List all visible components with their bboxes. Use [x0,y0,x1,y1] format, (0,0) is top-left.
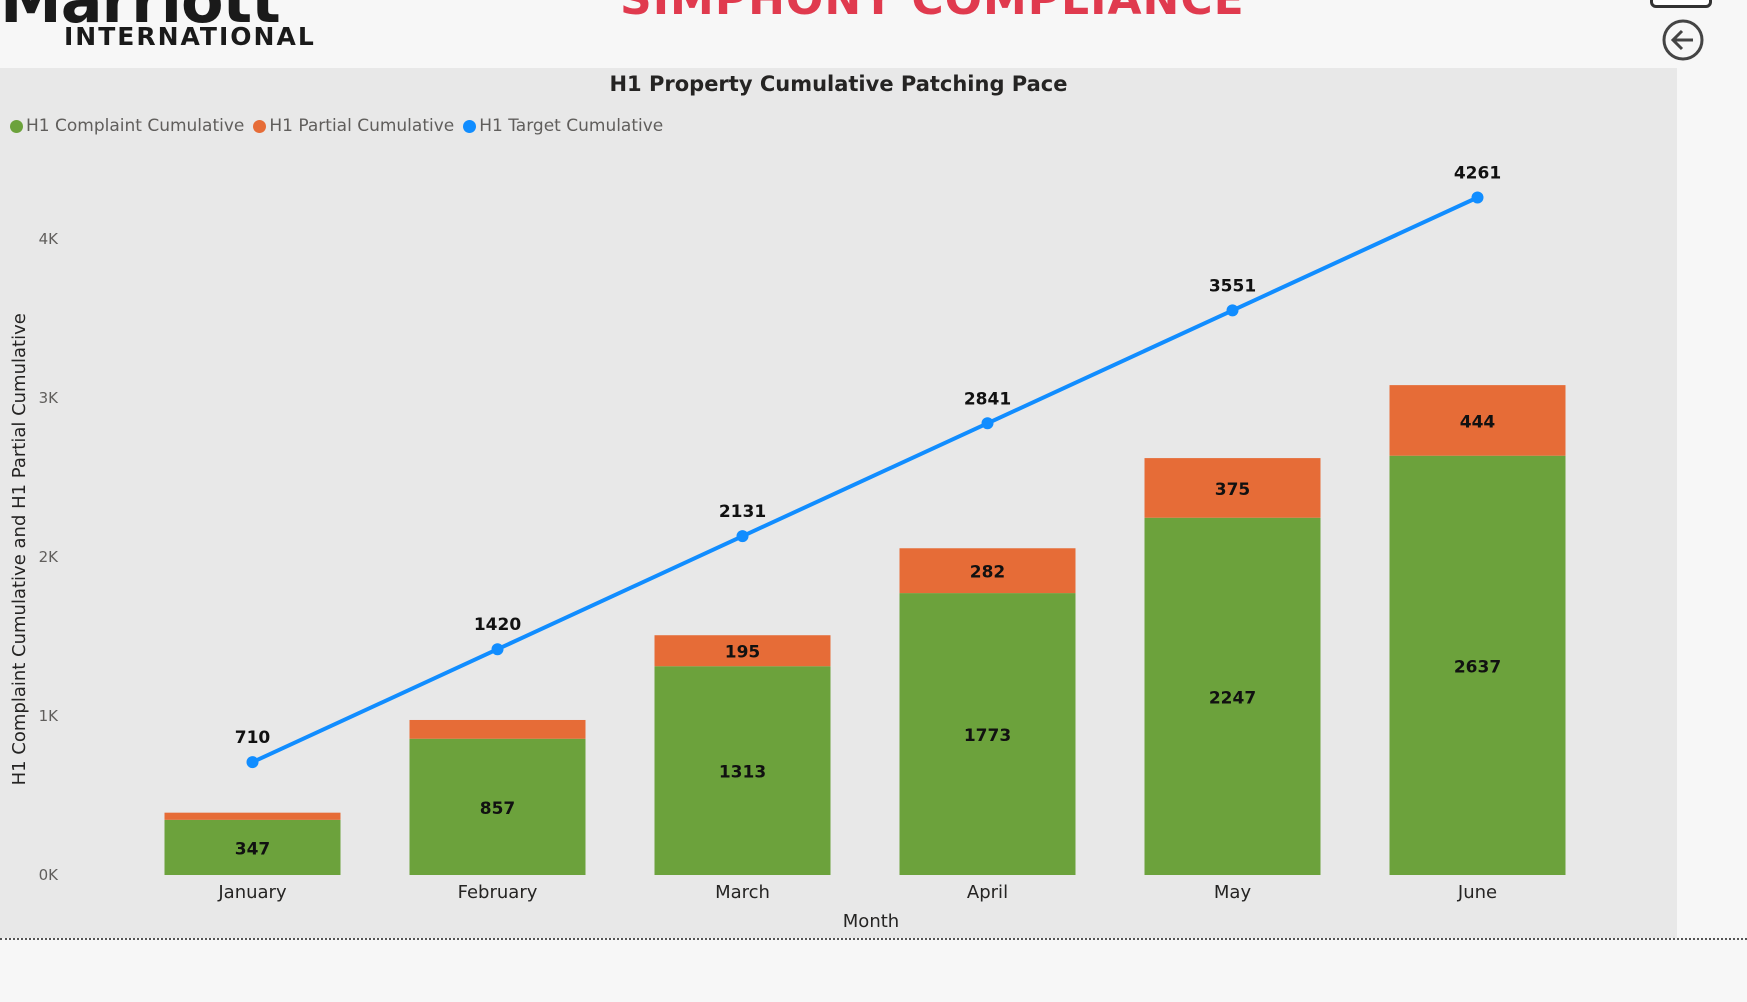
brand-subtitle: INTERNATIONAL [64,22,316,51]
target-label: 710 [235,728,271,748]
bar-complaint[interactable] [1144,517,1321,875]
target-point[interactable] [1471,191,1484,204]
x-tick-label: January [217,882,287,903]
legend-dot-partial [253,119,267,133]
target-point[interactable] [1226,304,1239,317]
x-tick-label: April [967,882,1008,903]
bar-label-complaint: 2637 [1454,657,1501,677]
bar-partial[interactable] [1144,458,1321,518]
top-right-tab[interactable] [1650,0,1712,8]
page-title: SIMPHONY COMPLIANCE [620,0,1245,25]
bar-label-complaint: 347 [235,839,271,859]
bar-complaint[interactable] [409,738,586,875]
bar-label-complaint: 1313 [719,763,766,783]
bar-complaint[interactable] [654,666,831,875]
legend-item-partial[interactable]: H1 Partial Cumulative [253,116,454,136]
bar-complaint[interactable] [164,819,341,875]
target-point[interactable] [491,643,504,656]
brand-logo: Marriott [0,0,281,37]
x-axis-title: Month [843,911,899,932]
back-arrow-icon [1662,19,1704,61]
target-point[interactable] [981,417,994,430]
bar-partial[interactable] [899,548,1076,594]
legend-label-complaint: H1 Complaint Cumulative [26,116,245,136]
legend-item-target[interactable]: H1 Target Cumulative [463,116,663,136]
x-tick-label: May [1214,882,1252,903]
target-label: 2131 [719,502,766,522]
bar-label-complaint: 1773 [964,726,1011,746]
chart-title: H1 Property Cumulative Patching Pace [609,72,1068,96]
target-point[interactable] [736,530,749,543]
bar-complaint[interactable] [1389,455,1566,875]
target-label: 1420 [474,615,521,635]
y-tick-label: 0K [39,866,60,884]
section-divider [0,938,1747,940]
x-tick-label: June [1457,882,1497,903]
bar-label-partial: 195 [725,643,761,663]
legend-label-target: H1 Target Cumulative [479,116,664,136]
bar-complaint[interactable] [899,593,1076,875]
right-strip [1677,68,1747,938]
bar-partial[interactable] [409,719,586,739]
target-label: 2841 [964,389,1011,409]
bar-partial[interactable] [164,812,341,820]
target-label: 3551 [1209,276,1256,296]
target-point[interactable] [246,756,259,769]
bar-partial[interactable] [1389,385,1566,456]
y-tick-label: 4K [39,230,60,248]
bar-label-partial: 282 [970,563,1006,583]
y-tick-label: 2K [39,548,60,566]
x-tick-label: March [715,882,770,903]
bar-partial[interactable] [654,635,831,667]
y-tick-label: 3K [39,389,60,407]
target-label: 4261 [1454,164,1501,184]
legend-label-partial: H1 Partial Cumulative [269,116,455,136]
bar-label-partial: 444 [1460,412,1496,432]
target-line [251,195,1479,764]
back-button[interactable] [1661,18,1705,62]
bar-label-complaint: 857 [480,799,516,819]
bar-label-partial: 375 [1215,480,1251,500]
legend-dot-complaint [10,119,23,133]
bar-label-complaint: 2247 [1209,688,1256,708]
legend-item-complaint[interactable]: H1 Complaint Cumulative [10,116,244,136]
x-tick-label: February [458,882,538,903]
legend-dot-target [463,119,477,133]
y-axis-title: H1 Complaint Cumulative and H1 Partial C… [9,313,30,785]
chart-legend: H1 Complaint Cumulative H1 Partial Cumul… [10,116,672,136]
y-tick-label: 1K [39,707,60,725]
